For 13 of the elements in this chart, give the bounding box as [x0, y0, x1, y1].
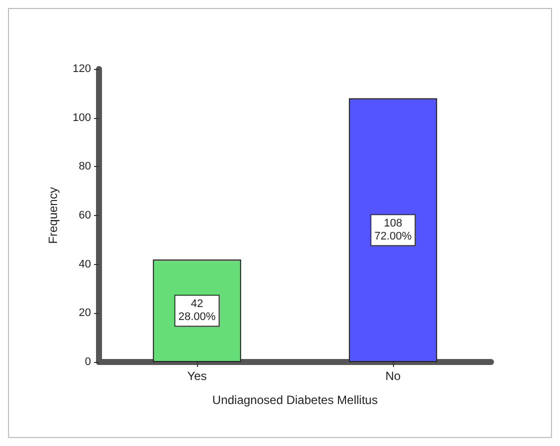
y-tick-label: 80: [78, 160, 91, 173]
x-axis-title: Undiagnosed Diabetes Mellitus: [212, 393, 378, 407]
x-tick-label: Yes: [187, 369, 207, 383]
x-tick-label: No: [385, 369, 401, 383]
data-label: 108 72.00%: [374, 218, 412, 243]
y-tick-label: 60: [78, 210, 91, 222]
y-tick-label: 100: [72, 112, 91, 124]
y-tick-label: 120: [72, 63, 91, 75]
data-label: 42 28.00%: [178, 298, 216, 324]
y-tick-label: 0: [84, 356, 91, 368]
y-axis-title: Frequency: [46, 187, 60, 244]
y-tick-label: 20: [78, 307, 91, 320]
y-tick-label: 40: [78, 258, 91, 270]
